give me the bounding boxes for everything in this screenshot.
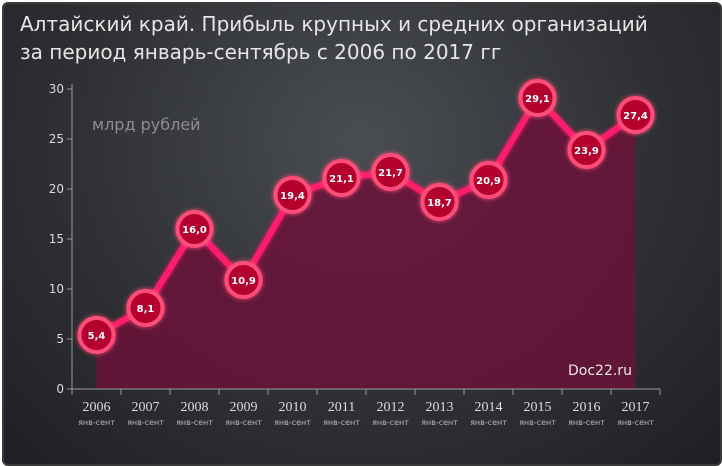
y-tick-label: 30 <box>49 82 64 96</box>
data-point-marker <box>77 316 116 354</box>
data-point-marker <box>469 161 508 199</box>
data-label: 23,9 <box>574 146 599 157</box>
y-tick-label: 5 <box>56 332 64 346</box>
x-tick-label: 2008 <box>181 400 209 415</box>
data-point-marker <box>420 183 459 221</box>
x-tick-sublabel: янв-сент <box>323 418 360 427</box>
y-tick-label: 0 <box>56 382 64 396</box>
data-label: 29,1 <box>525 94 550 105</box>
x-tick-sublabel: янв-сент <box>225 418 262 427</box>
data-label: 10,9 <box>231 276 256 287</box>
y-tick-label: 25 <box>49 132 64 146</box>
x-tick-sublabel: янв-сент <box>470 418 507 427</box>
data-label: 5,4 <box>88 331 106 342</box>
x-tick-label: 2013 <box>426 400 454 415</box>
data-point-marker <box>518 79 557 117</box>
data-point-marker <box>616 96 655 134</box>
x-tick-label: 2015 <box>524 400 552 415</box>
data-label: 19,4 <box>280 191 305 202</box>
x-tick-label: 2009 <box>230 400 258 415</box>
y-tick-label: 15 <box>49 232 64 246</box>
chart-title-line-2: за период январь-сентябрь с 2006 по 2017… <box>20 40 502 64</box>
data-label: 21,7 <box>378 168 403 179</box>
data-label: 18,7 <box>427 198 452 209</box>
profit-area-chart: 0 5 10 15 20 25 30 2006 янв-сент 2007 янв-сент 2008… <box>49 79 661 427</box>
data-label: 21,1 <box>329 174 354 185</box>
x-tick-sublabel: янв-сент <box>421 418 458 427</box>
x-tick-label: 2007 <box>132 400 160 415</box>
data-label: 8,1 <box>137 304 155 315</box>
x-tick-label: 2010 <box>279 400 307 415</box>
x-tick-sublabel: янв-сент <box>519 418 556 427</box>
x-tick-label: 2011 <box>328 400 355 415</box>
unit-label: млрд рублей <box>92 115 201 134</box>
x-tick-sublabel: янв-сент <box>617 418 654 427</box>
data-label: 20,9 <box>476 176 501 187</box>
data-point-marker <box>175 210 214 248</box>
chart-title-line-1: Алтайский край. Прибыль крупных и средни… <box>20 12 648 36</box>
x-tick-sublabel: янв-сент <box>568 418 605 427</box>
x-tick-sublabel: янв-сент <box>372 418 409 427</box>
area-fill <box>96 98 636 389</box>
data-point-marker <box>224 261 263 299</box>
data-point-marker <box>322 159 361 197</box>
x-tick-sublabel: янв-сент <box>274 418 311 427</box>
y-tick-label: 20 <box>49 182 64 196</box>
data-point-marker <box>371 153 410 191</box>
x-tick-sublabel: янв-сент <box>78 418 115 427</box>
data-point-marker <box>567 131 606 169</box>
x-tick-label: 2012 <box>377 400 405 415</box>
data-label: 27,4 <box>623 111 648 122</box>
watermark: Doc22.ru <box>568 363 632 379</box>
data-point-marker <box>273 176 312 214</box>
x-tick-label: 2017 <box>622 400 650 415</box>
y-tick-label: 10 <box>49 282 64 296</box>
x-tick-label: 2014 <box>475 400 503 415</box>
x-tick-label: 2016 <box>573 400 601 415</box>
x-tick-sublabel: янв-сент <box>127 418 164 427</box>
data-point-marker <box>126 289 165 327</box>
data-label: 16,0 <box>182 225 207 236</box>
x-tick-label: 2006 <box>83 400 111 415</box>
x-tick-sublabel: янв-сент <box>176 418 213 427</box>
